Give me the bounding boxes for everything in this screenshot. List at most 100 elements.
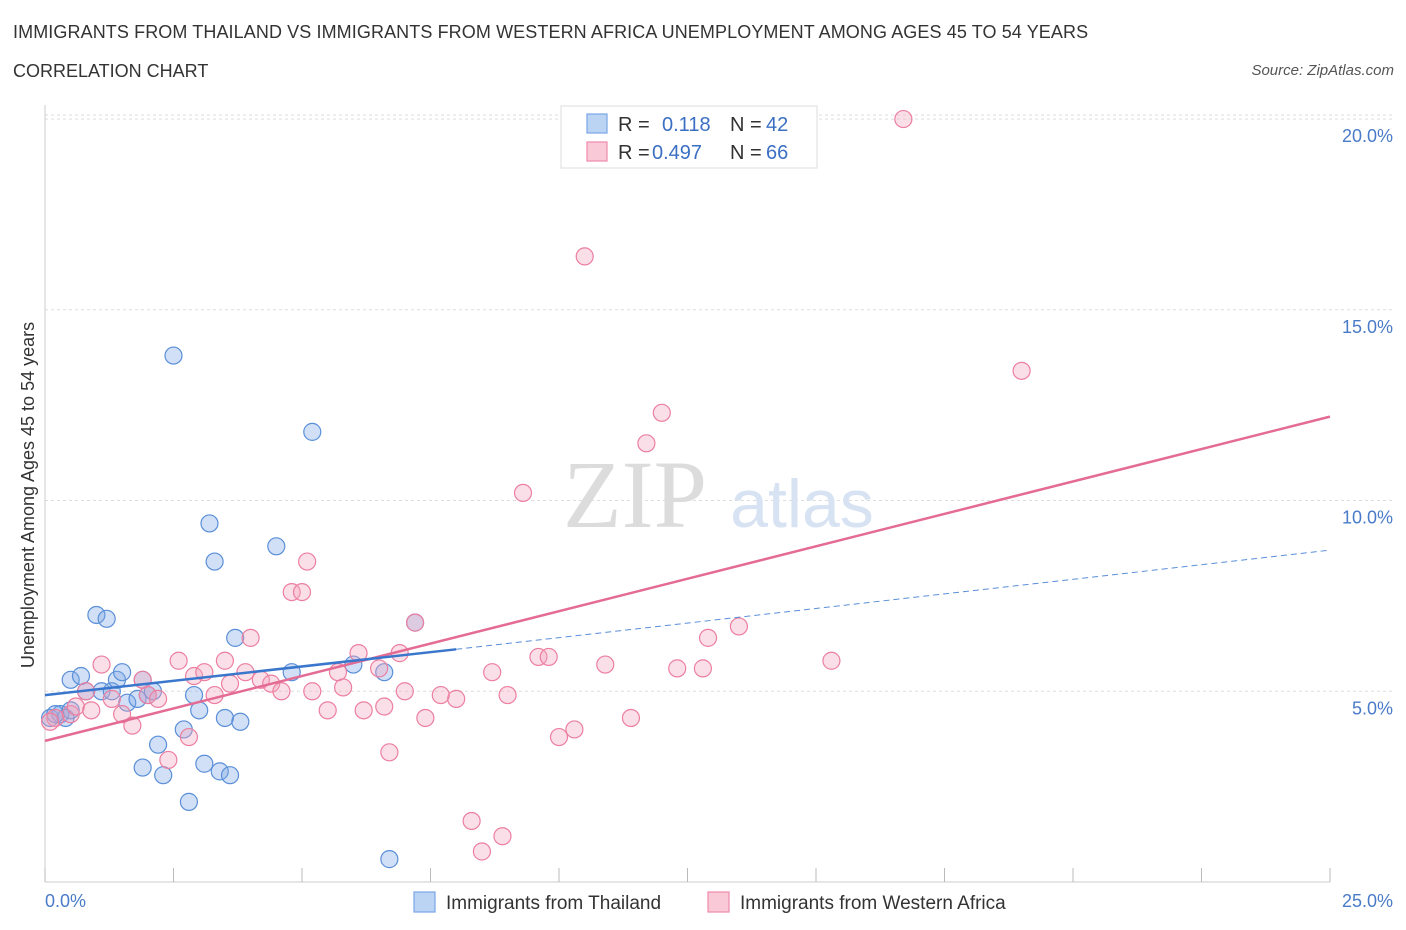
- legend-n-label-1: N =: [730, 114, 762, 136]
- data-point: [71, 666, 91, 686]
- data-point: [292, 582, 312, 602]
- data-point: [894, 109, 913, 129]
- data-point: [61, 670, 80, 689]
- legend-swatch-western-africa: [586, 141, 608, 162]
- data-point: [148, 689, 168, 708]
- data-point: [637, 434, 656, 453]
- legend-r-value-2: 0.497: [652, 142, 702, 164]
- y-tick-label: 10.0%: [1342, 508, 1393, 528]
- data-point: [200, 514, 219, 533]
- data-point: [205, 685, 224, 705]
- data-point: [148, 735, 168, 754]
- chart-subtitle: CORRELATION CHART: [13, 61, 209, 81]
- bottom-legend-label-thailand: Immigrants from Thailand: [446, 893, 661, 914]
- data-point: [220, 674, 240, 693]
- data-point: [549, 727, 569, 747]
- bottom-legend-swatch-thailand: [413, 891, 436, 913]
- x-tick-label-min: 0.0%: [45, 891, 86, 911]
- data-point: [405, 613, 425, 632]
- data-point: [87, 605, 106, 625]
- series-thailand-points: [41, 346, 425, 869]
- data-point: [97, 609, 116, 628]
- data-point: [118, 693, 137, 712]
- data-point: [822, 651, 841, 670]
- data-point: [92, 655, 111, 674]
- bottom-legend-label-western-africa: Immigrants from Western Africa: [740, 893, 1006, 914]
- data-point: [1012, 361, 1031, 380]
- data-point: [493, 827, 512, 846]
- data-point: [395, 682, 414, 701]
- data-point: [123, 716, 142, 735]
- trend-line-western-africa: [44, 415, 1331, 743]
- y-tick-labels: 5.0% 10.0% 15.0% 20.0%: [1342, 126, 1393, 718]
- legend-r-value-1: 0.118: [662, 114, 711, 136]
- data-point: [431, 685, 450, 705]
- data-point: [370, 659, 389, 678]
- data-point: [354, 701, 373, 720]
- data-point: [267, 537, 286, 556]
- data-point: [693, 659, 713, 678]
- data-point: [215, 651, 234, 670]
- data-point: [215, 708, 234, 728]
- data-point: [380, 743, 399, 762]
- data-point: [575, 247, 594, 266]
- legend-r-label-1: R =: [618, 114, 650, 136]
- data-point: [226, 628, 245, 647]
- data-point: [698, 628, 718, 647]
- series-western-africa-points: [41, 109, 1031, 861]
- data-point: [303, 422, 322, 441]
- data-point: [220, 766, 240, 785]
- legend-swatch-thailand: [586, 113, 608, 134]
- legend-n-value-1: 42: [766, 114, 788, 136]
- data-point: [472, 842, 491, 861]
- data-point: [375, 697, 394, 716]
- data-point: [416, 708, 435, 728]
- data-point: [179, 727, 199, 747]
- data-point: [272, 682, 291, 701]
- data-point: [128, 689, 147, 708]
- watermark-atlas: atlas: [730, 466, 874, 542]
- data-point: [66, 697, 85, 716]
- trend-lines: [44, 415, 1331, 743]
- data-point: [462, 811, 481, 831]
- data-point: [82, 701, 101, 720]
- y-axis-label: Unemployment Among Ages 45 to 54 years: [18, 322, 38, 668]
- legend-n-label-2: N =: [730, 142, 762, 164]
- chart-title: IMMIGRANTS FROM THAILAND VS IMMIGRANTS F…: [13, 22, 1089, 42]
- data-point: [303, 682, 322, 701]
- y-tick-label: 5.0%: [1352, 698, 1393, 718]
- data-point: [164, 346, 183, 365]
- data-point: [483, 663, 502, 682]
- data-point: [668, 659, 687, 678]
- data-point: [241, 628, 260, 647]
- data-point: [112, 663, 132, 682]
- data-point: [282, 582, 301, 602]
- data-point: [41, 712, 60, 731]
- data-point: [447, 689, 466, 708]
- correlation-legend: R = 0.118 N = 42 R = 0.497 N = 66: [560, 105, 818, 169]
- data-point: [169, 651, 188, 670]
- grid-lines: [45, 114, 1393, 692]
- data-point: [154, 766, 173, 785]
- legend-n-value-2: 66: [766, 142, 788, 164]
- data-point: [621, 708, 641, 728]
- watermark-zip: ZIP: [563, 441, 707, 548]
- data-point: [596, 655, 615, 674]
- data-point: [138, 685, 157, 705]
- data-point: [231, 712, 250, 731]
- data-point: [102, 689, 121, 708]
- trend-line-thailand-extension: [456, 549, 1331, 650]
- data-point: [184, 666, 204, 686]
- bottom-legend-swatch-western-africa: [707, 891, 730, 913]
- data-point: [565, 720, 584, 739]
- data-point: [210, 762, 229, 781]
- y-tick-label: 20.0%: [1342, 126, 1393, 146]
- y-tick-label: 15.0%: [1342, 317, 1393, 337]
- data-point: [195, 754, 214, 773]
- data-point: [539, 647, 558, 667]
- x-axis-ticks: [44, 868, 1331, 882]
- data-point: [513, 483, 533, 503]
- series-legend: Immigrants from Thailand Immigrants from…: [413, 891, 1006, 914]
- data-point: [529, 647, 548, 667]
